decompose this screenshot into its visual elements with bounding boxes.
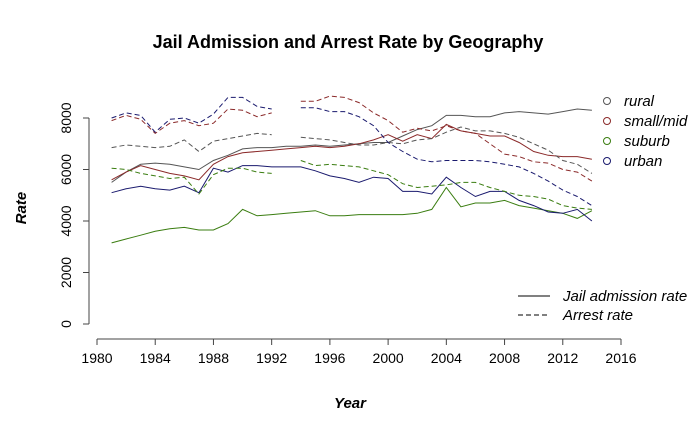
legend-marker-urban [603,157,611,165]
x-tick-label: 2000 [373,350,404,366]
legend-marker-small-mid [603,117,611,125]
x-axis-title: Year [334,395,367,412]
y-tick-label: 6000 [58,154,74,185]
series-line-suburb-arrest [111,160,592,210]
legend-label-urban: urban [624,153,662,170]
legend-label-suburb: suburb [624,133,670,150]
x-tick-label: 1996 [314,350,345,366]
series-line-small-mid-arrest [111,95,593,182]
legend-label-dashed: Arrest rate [562,307,633,324]
x-tick-label: 1984 [140,350,171,366]
legend-marker-suburb [603,137,611,145]
x-tick-label: 1988 [198,350,229,366]
series-line-rural-arrest [111,126,593,174]
y-tick-label: 4000 [58,205,74,236]
chart-title: Jail Admission and Arrest Rate by Geogra… [153,32,544,52]
legend-marker-rural [603,97,611,105]
axes: 1980 1984 1988 1992 1996 2000 2004 2008 2012 2016… [58,102,637,366]
x-tick-label: 2004 [431,350,462,366]
linetype-legend: Jail admission rate Arrest rate [518,288,687,324]
legend-label-solid: Jail admission rate [562,288,687,305]
x-tick-label: 2016 [605,350,636,366]
y-tick-label: 2000 [58,257,74,288]
geography-legend: rural small/mid suburb urban [603,93,688,170]
series-line-small-mid-jail [111,123,592,181]
y-tick-label: 0 [58,320,74,328]
x-tick-label: 2012 [547,350,578,366]
y-tick-label: 8000 [58,102,74,133]
series-line-rural-jail [111,108,592,183]
plot-lines [111,95,593,244]
series-line-urban-jail [111,165,593,222]
legend-label-small-mid: small/mid [624,113,688,130]
x-tick-label: 1980 [81,350,112,366]
x-tick-label: 2008 [489,350,520,366]
x-tick-label: 1992 [256,350,287,366]
legend-label-rural: rural [624,93,655,110]
series-line-suburb-jail [111,186,593,244]
y-axis-title: Rate [13,192,30,225]
series-line-urban-arrest [111,96,593,207]
